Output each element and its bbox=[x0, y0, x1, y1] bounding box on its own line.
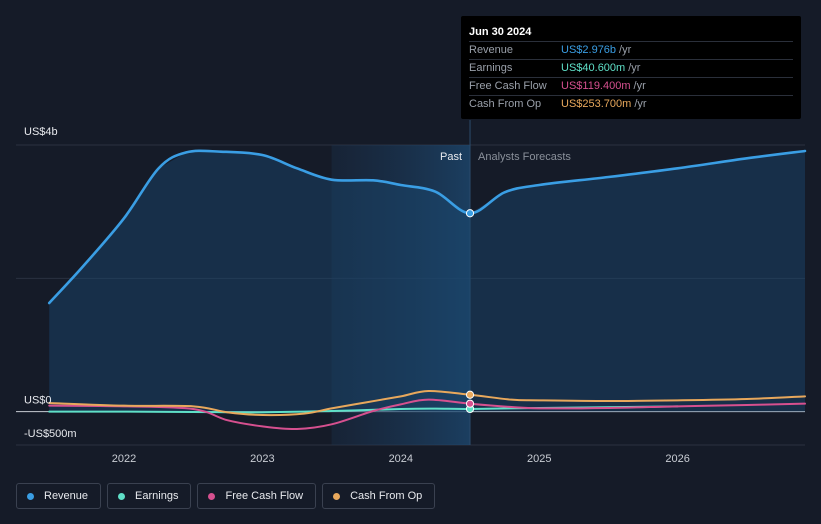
tooltip: Jun 30 2024 Revenue US$2.976b /yr Earnin… bbox=[461, 16, 801, 119]
x-tick-label: 2024 bbox=[389, 453, 413, 465]
tooltip-unit: /yr bbox=[634, 98, 647, 110]
x-tick-label: 2026 bbox=[665, 453, 689, 465]
legend-item-cash-from-op[interactable]: Cash From Op bbox=[322, 483, 436, 509]
legend-item-revenue[interactable]: Revenue bbox=[16, 483, 102, 509]
legend-dot-icon bbox=[333, 492, 341, 500]
tooltip-label: Free Cash Flow bbox=[469, 80, 547, 92]
tooltip-label: Earnings bbox=[469, 62, 513, 74]
chart-regions bbox=[331, 120, 471, 445]
tooltip-value: US$253.700m bbox=[561, 98, 632, 110]
free-cash-flow-marker bbox=[465, 399, 475, 408]
x-tick-label: 2022 bbox=[112, 453, 136, 465]
x-tick-label: 2025 bbox=[527, 453, 551, 465]
chart-labels: US$4b US$0 -US$500m 2022 2023 2024 2025 2026 Pas… bbox=[24, 126, 690, 465]
forecast-label: Analysts Forecasts bbox=[478, 151, 571, 163]
legend-label: Revenue bbox=[44, 490, 89, 502]
tooltip-value: US$40.600m bbox=[561, 62, 626, 74]
legend-dot-icon bbox=[208, 492, 216, 500]
past-highlight-region bbox=[331, 145, 471, 445]
free-cash-flow-line bbox=[48, 398, 806, 431]
legend-label: Free Cash Flow bbox=[225, 490, 304, 502]
past-label: Past bbox=[440, 151, 462, 163]
revenue-area bbox=[49, 151, 805, 412]
legend-dot-icon bbox=[27, 492, 34, 500]
cash-from-op-line bbox=[48, 389, 806, 417]
legend: Revenue Earnings Free Cash Flow Cash Fro… bbox=[16, 483, 436, 509]
legend-item-earnings[interactable]: Earnings bbox=[107, 483, 192, 509]
revenue-line bbox=[47, 149, 807, 305]
y-axis-label: -US$500m bbox=[24, 428, 77, 440]
tooltip-value: US$119.400m bbox=[561, 80, 631, 92]
tooltip-row-earnings: Earnings US$40.600m /yr bbox=[469, 59, 793, 77]
tooltip-label: Revenue bbox=[469, 44, 514, 56]
tooltip-row-free-cash-flow: Free Cash Flow US$119.400m /yr bbox=[469, 77, 793, 95]
chart-series bbox=[47, 149, 807, 431]
legend-dot-icon bbox=[118, 492, 126, 500]
tooltip-unit: /yr bbox=[628, 62, 641, 74]
legend-label: Earnings bbox=[135, 490, 179, 502]
revenue-marker bbox=[465, 209, 475, 218]
tooltip-row-cash-from-op: Cash From Op US$253.700m /yr bbox=[469, 95, 793, 113]
legend-label: Cash From Op bbox=[350, 490, 423, 502]
x-tick-label: 2023 bbox=[250, 453, 274, 465]
tooltip-date: Jun 30 2024 bbox=[469, 26, 532, 38]
tooltip-unit: /yr bbox=[619, 44, 632, 56]
tooltip-value: US$2.976b bbox=[561, 44, 617, 56]
tooltip-label: Cash From Op bbox=[469, 98, 542, 110]
y-axis-label: US$4b bbox=[24, 126, 58, 138]
tooltip-unit: /yr bbox=[633, 80, 646, 92]
legend-item-free-cash-flow[interactable]: Free Cash Flow bbox=[197, 483, 317, 509]
cash-from-op-marker bbox=[465, 390, 475, 399]
tooltip-row-revenue: Revenue US$2.976b /yr bbox=[469, 41, 793, 59]
y-axis-label: US$0 bbox=[24, 395, 52, 407]
